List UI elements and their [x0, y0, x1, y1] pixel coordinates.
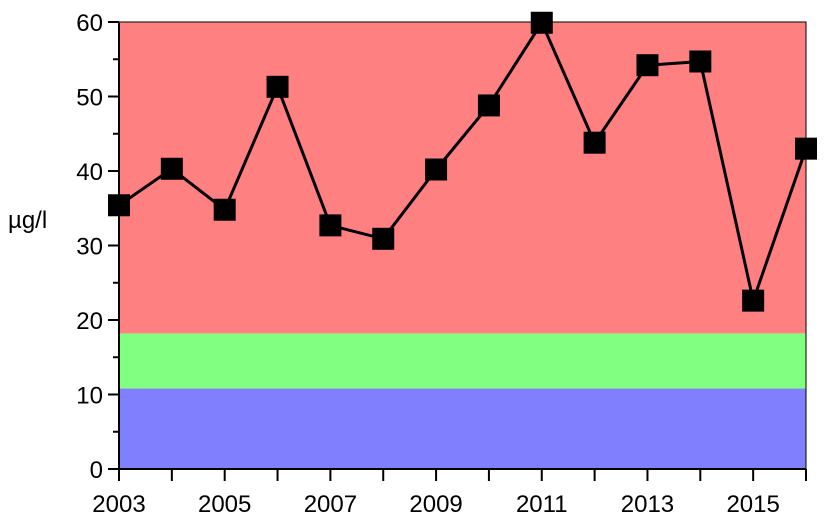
y-tick-label-10: 10: [76, 383, 103, 410]
data-point-2011: [530, 11, 553, 34]
x-tick-label-2003: 2003: [92, 491, 145, 518]
data-point-2005: [213, 198, 236, 221]
y-tick-label-50: 50: [76, 85, 103, 112]
data-point-2012: [583, 131, 606, 154]
y-tick-label-60: 60: [76, 10, 103, 37]
data-point-2008: [372, 227, 395, 250]
series-layer: [108, 11, 817, 312]
y-axis-title: µg/l: [8, 207, 47, 234]
x-tick-label-2007: 2007: [304, 491, 357, 518]
axes-layer: 0 10 20 30 40 50 60 2003 2005 2007 2009 2011 2013 201…: [76, 10, 807, 518]
y-tick-label-40: 40: [76, 159, 103, 186]
x-tick-label-2009: 2009: [409, 491, 462, 518]
data-point-2007: [319, 214, 342, 237]
data-point-2004: [160, 157, 183, 180]
data-point-2014: [689, 50, 712, 73]
bands-layer: [119, 22, 806, 469]
x-tick-label-2013: 2013: [621, 491, 674, 518]
data-point-2009: [425, 158, 448, 181]
band-2: [119, 22, 806, 334]
data-point-2013: [636, 54, 659, 77]
band-0: [119, 388, 806, 469]
y-tick-label-30: 30: [76, 234, 103, 261]
x-tick-label-2015: 2015: [726, 491, 779, 518]
data-point-2016: [795, 137, 817, 160]
x-tick-label-2005: 2005: [198, 491, 251, 518]
data-point-2015: [742, 289, 765, 312]
data-point-2010: [477, 94, 500, 117]
y-tick-label-0: 0: [90, 457, 103, 484]
x-tick-label-2011: 2011: [516, 491, 568, 518]
y-tick-label-20: 20: [76, 308, 103, 335]
data-point-2003: [108, 194, 130, 217]
band-1: [119, 333, 806, 389]
data-point-2006: [266, 75, 289, 98]
